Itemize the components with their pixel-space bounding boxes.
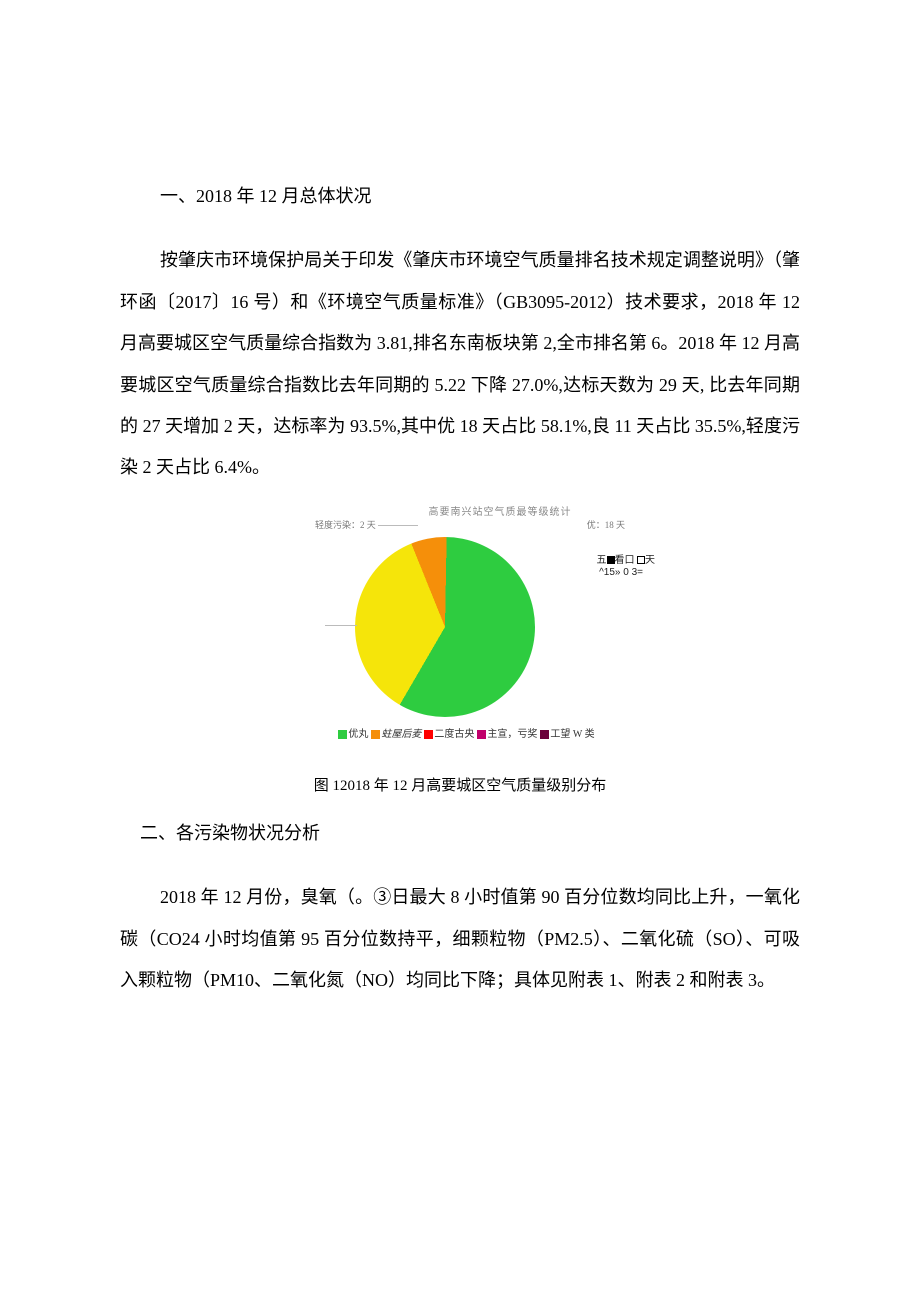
legend-label: 主宣，亏奖	[487, 729, 537, 740]
pie-annot-right-2: ^15» 0 3=	[599, 567, 643, 578]
solid-square-glyph	[607, 556, 615, 564]
annot-right-1-mid: 看口	[615, 555, 635, 566]
section-2-paragraph: 2018 年 12 月份，臭氧（。③日最大 8 小时值第 90 百分位数均同比上…	[120, 877, 800, 1001]
pie-chart-caption: 图 12018 年 12 月高要城区空气质量级别分布	[120, 774, 800, 795]
pie-chart	[355, 537, 535, 717]
annot-right-1-suffix: 天	[645, 555, 655, 566]
section-2-heading: 二、各污染物状况分析	[140, 817, 800, 849]
pie-chart-subheader: 轻度污染：2 天 优：18 天	[275, 518, 645, 531]
legend-label: 工望 W 类	[550, 729, 594, 740]
pie-left-leader-label: 轻度污染：2 天	[315, 520, 376, 530]
legend-label: 二度古央	[434, 729, 474, 740]
pie-chart-legend: 优丸 蛀屋后麦 二度古央 主宣，亏奖 工望 W 类	[275, 723, 645, 746]
pie-chart-title: 高要南兴站空气质最等级统计	[275, 499, 645, 518]
legend-label: 蛀屋后麦	[381, 729, 421, 740]
legend-swatch	[338, 730, 347, 739]
legend-swatch	[540, 730, 549, 739]
pie-annot-right-1: 五看口 天	[597, 551, 656, 566]
legend-swatch	[424, 730, 433, 739]
annot-right-1-prefix: 五	[597, 555, 607, 566]
legend-swatch	[371, 730, 380, 739]
legend-swatch	[477, 730, 486, 739]
pie-title-sub: 优：18 天	[587, 518, 625, 531]
pie-chart-area	[355, 537, 535, 717]
legend-label: 优丸	[348, 729, 368, 740]
empty-square-glyph	[637, 556, 645, 564]
section-1-heading: 一、2018 年 12 月总体状况	[160, 180, 800, 212]
pie-leader-left-line	[325, 625, 357, 626]
pie-chart-container: 高要南兴站空气质最等级统计 轻度污染：2 天 优：18 天 五看口 天 ^15»…	[275, 499, 645, 746]
section-1-paragraph: 按肇庆市环境保护局关于印发《肇庆市环境空气质量排名技术规定调整说明》（肇环函〔2…	[120, 240, 800, 488]
pie-left-leader-line	[378, 525, 418, 526]
